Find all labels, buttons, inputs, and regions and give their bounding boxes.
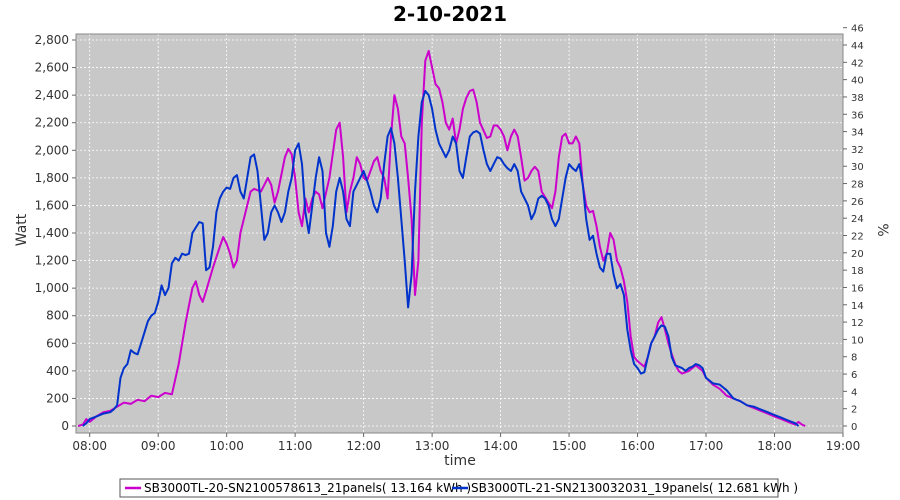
x-tick-label: 16:00: [620, 439, 655, 453]
x-tick-label: 15:00: [552, 439, 587, 453]
y2-tick-label: 20: [851, 249, 864, 260]
x-tick-label: 08:00: [72, 439, 107, 453]
y-tick-label: 1,600: [35, 198, 69, 212]
y-tick-label: 400: [46, 364, 69, 378]
y-tick-label: 600: [46, 336, 69, 350]
legend: SB3000TL-20-SN2100578613_21panels( 13.16…: [119, 478, 798, 498]
y2-axis-label: %: [874, 223, 890, 236]
y-axis-right: 0246810121416182022242628303234363840424…: [843, 24, 864, 433]
y2-tick-label: 18: [851, 266, 864, 277]
x-tick-label: 14:00: [483, 439, 518, 453]
y-axis-left: 0 200 400 600 800 1,000 1,200 1,400 1,600 1,800 2,…: [35, 33, 76, 433]
x-axis-label: time: [444, 453, 476, 469]
y-tick-label: 2,600: [35, 61, 69, 75]
plot-area: [76, 34, 843, 433]
x-tick-label: 13:00: [415, 439, 450, 453]
y2-tick-label: 8: [851, 353, 857, 364]
y2-tick-label: 34: [851, 128, 864, 139]
y2-tick-label: 46: [851, 24, 864, 35]
y2-tick-label: 0: [851, 422, 857, 433]
x-axis: 08:00 09:00 10:00 11:00 12:00 13:00 14:00 15:00…: [72, 433, 860, 453]
y-tick-label: 1,200: [35, 254, 69, 268]
x-tick-label: 18:00: [757, 439, 792, 453]
y-axis-label: Watt: [14, 213, 30, 246]
x-tick-label: 12:00: [346, 439, 381, 453]
y-tick-label: 2,000: [35, 143, 69, 157]
y2-tick-label: 16: [851, 283, 864, 294]
y2-tick-label: 2: [851, 405, 857, 416]
y2-tick-label: 12: [851, 318, 864, 329]
y2-tick-label: 10: [851, 335, 864, 346]
y2-tick-label: 6: [851, 370, 857, 381]
y2-tick-label: 38: [851, 93, 864, 104]
y-tick-label: 1,000: [35, 281, 69, 295]
y2-tick-label: 28: [851, 180, 864, 191]
y-tick-label: 800: [46, 309, 69, 323]
gridlines: [76, 34, 844, 433]
x-tick-label: 19:00: [826, 439, 861, 453]
y-tick-label: 2,800: [35, 33, 69, 47]
legend-box: [119, 478, 779, 498]
y2-tick-label: 22: [851, 232, 864, 243]
y2-tick-label: 40: [851, 76, 864, 87]
y-tick-label: 1,400: [35, 226, 69, 240]
y2-tick-label: 36: [851, 110, 864, 121]
series-line-2: [82, 90, 800, 427]
y2-tick-label: 32: [851, 145, 864, 156]
y2-tick-label: 24: [851, 214, 864, 225]
series-lines: [77, 50, 806, 427]
x-tick-label: 11:00: [278, 439, 313, 453]
y2-tick-label: 14: [851, 301, 864, 312]
chart-title: 2-10-2021: [392, 2, 507, 26]
y-tick-label: 2,200: [35, 116, 69, 130]
y2-tick-label: 44: [851, 41, 864, 52]
y-tick-label: 2,400: [35, 88, 69, 102]
y-tick-label: 1,800: [35, 171, 69, 185]
x-tick-label: 17:00: [689, 439, 724, 453]
y2-tick-label: 4: [851, 387, 857, 398]
x-tick-label: 10:00: [209, 439, 244, 453]
y-tick-label: 0: [61, 419, 69, 433]
x-tick-label: 09:00: [141, 439, 176, 453]
y-tick-label: 200: [46, 391, 69, 405]
legend-label-1: SB3000TL-20-SN2100578613_21panels( 13.16…: [144, 481, 471, 495]
y2-tick-label: 30: [851, 162, 864, 173]
y2-tick-label: 26: [851, 197, 864, 208]
y2-tick-label: 42: [851, 58, 864, 69]
legend-label-2: SB3000TL-21-SN2130032031_19panels( 12.68…: [471, 481, 798, 495]
